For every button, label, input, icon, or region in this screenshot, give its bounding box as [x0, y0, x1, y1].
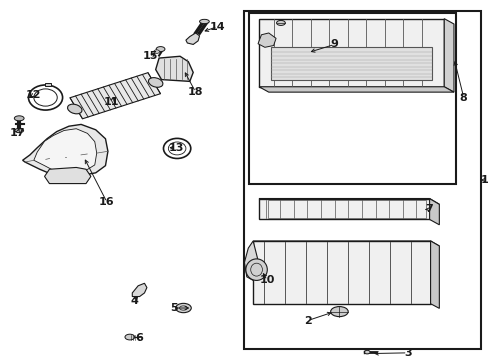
Ellipse shape [125, 334, 135, 340]
Polygon shape [430, 199, 440, 225]
Ellipse shape [246, 259, 268, 280]
Bar [268, 201, 426, 218]
Text: 2: 2 [304, 316, 312, 325]
Ellipse shape [176, 303, 191, 313]
Polygon shape [253, 241, 440, 246]
Text: 8: 8 [460, 93, 467, 103]
Text: 16: 16 [99, 197, 115, 207]
Polygon shape [23, 125, 108, 176]
Text: 10: 10 [260, 275, 275, 285]
Bar [245, 12, 481, 348]
Text: 12: 12 [26, 90, 42, 100]
Bar [249, 13, 456, 184]
Text: 13: 13 [169, 143, 184, 153]
Text: 9: 9 [331, 40, 339, 49]
Ellipse shape [364, 350, 370, 354]
Ellipse shape [15, 129, 24, 132]
Text: 15: 15 [143, 51, 158, 61]
Polygon shape [259, 199, 440, 204]
Ellipse shape [68, 104, 82, 114]
Text: 3: 3 [404, 348, 412, 358]
Polygon shape [444, 19, 454, 92]
Bar [45, 83, 51, 86]
Text: 14: 14 [210, 22, 225, 32]
Text: 7: 7 [426, 204, 434, 215]
Text: 17: 17 [10, 128, 25, 138]
Ellipse shape [14, 116, 24, 121]
Polygon shape [156, 56, 193, 81]
Polygon shape [245, 241, 259, 280]
Polygon shape [186, 33, 199, 44]
Polygon shape [132, 283, 147, 297]
Polygon shape [34, 129, 97, 173]
Polygon shape [45, 167, 91, 184]
Polygon shape [259, 199, 430, 220]
Polygon shape [253, 241, 431, 304]
Polygon shape [259, 19, 444, 87]
Polygon shape [259, 87, 454, 92]
Polygon shape [258, 33, 276, 47]
Text: 11: 11 [104, 97, 120, 107]
Ellipse shape [331, 307, 348, 317]
Ellipse shape [199, 19, 209, 24]
Text: 1: 1 [481, 175, 489, 185]
Polygon shape [431, 241, 440, 309]
Bar [271, 47, 432, 80]
Text: 4: 4 [131, 296, 139, 306]
Ellipse shape [154, 50, 160, 53]
Text: 6: 6 [136, 333, 144, 343]
Text: 18: 18 [188, 87, 203, 97]
Ellipse shape [156, 46, 165, 51]
Ellipse shape [276, 21, 285, 26]
Text: 5: 5 [170, 303, 177, 313]
Ellipse shape [148, 78, 163, 87]
Polygon shape [70, 73, 161, 119]
